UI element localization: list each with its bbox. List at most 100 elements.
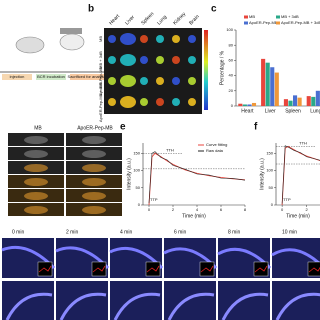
y-tick-label: 0 (271, 202, 274, 207)
vessel (113, 292, 161, 320)
organ (108, 77, 116, 85)
panel-label: c (211, 4, 217, 15)
x-tick-label: 2 (172, 207, 175, 212)
image-signal (82, 150, 106, 158)
y-tick-label: 0 (138, 202, 141, 207)
image-signal (24, 136, 48, 144)
legend-swatch (276, 15, 280, 19)
row-label: MB + 3dB (98, 51, 103, 69)
organ (108, 98, 116, 106)
inset-signal (254, 265, 268, 273)
organ (172, 56, 180, 64)
column-label: ApoER-Pep-MB (77, 125, 113, 131)
inset (307, 261, 320, 277)
annotation: TTH (299, 141, 307, 146)
image-signal (24, 150, 48, 158)
bar (238, 103, 243, 106)
y-tick-label: 150 (266, 150, 273, 155)
legend-label: MB (249, 14, 255, 19)
legend-label: ApoER-Pep-MB (249, 20, 278, 25)
bar (311, 96, 316, 106)
column-label: Brain (188, 14, 201, 27)
y-tick-label: 60 (229, 57, 234, 62)
organ (108, 56, 116, 64)
y-tick-label: 20 (229, 88, 234, 93)
bar (288, 100, 293, 106)
annotation: TTP (150, 197, 158, 202)
organ (188, 77, 196, 85)
annotation: TTP (283, 197, 291, 202)
row-label: ApoER-Pep-MB (98, 66, 103, 95)
organ (156, 56, 164, 64)
y-tick-label: 0 (231, 103, 234, 108)
organ (156, 98, 164, 106)
annotation: TTH (166, 147, 174, 152)
ultrasound-images (8, 133, 122, 216)
column-label: Kidney (172, 11, 187, 26)
y-tick-label: 150 (133, 150, 140, 155)
image-signal (82, 136, 106, 144)
organ (140, 35, 148, 43)
x-tick-label: 6 (220, 207, 223, 212)
time-label: 0 min (12, 229, 24, 235)
image-signal (24, 164, 48, 172)
time-label: 4 min (120, 229, 132, 235)
step: Sacrificed for analysis (68, 74, 107, 79)
organ (172, 98, 180, 106)
bar (242, 104, 247, 106)
column-label: Spleen (140, 11, 155, 26)
panel-label: e (120, 122, 126, 133)
organ (156, 77, 164, 85)
panel-label: f (254, 122, 258, 133)
x-axis-title: Time (min) (286, 213, 310, 219)
bar (251, 102, 257, 106)
inset-signal (38, 265, 52, 273)
bar (270, 67, 275, 106)
organ (120, 96, 136, 108)
organ (140, 56, 148, 64)
legend-label: ApoER-Pep-MB + 3dB (281, 20, 320, 25)
column-label: Lung (156, 14, 168, 26)
organ (120, 54, 136, 66)
x-tick-label: 4 (196, 207, 199, 212)
bar (274, 72, 279, 106)
column-label: MB (34, 125, 42, 131)
organ (140, 98, 148, 106)
image-signal (24, 206, 48, 214)
image-signal (24, 192, 48, 200)
x-tick-label: Spleen (285, 108, 301, 114)
legend-label: Raw data (206, 148, 224, 153)
series-line (148, 151, 246, 204)
organ (172, 35, 180, 43)
organ (188, 35, 196, 43)
x-tick-label: 0 (148, 207, 151, 212)
image-signal (82, 192, 106, 200)
vessel-images (1, 238, 320, 320)
vessel (167, 292, 215, 320)
step: injection (10, 74, 25, 79)
vessel (221, 292, 269, 320)
panel-label: b (88, 4, 94, 15)
legend-label: MB + 3dB (281, 14, 299, 19)
inset-signal (200, 265, 214, 273)
bar (293, 95, 298, 106)
organ (188, 98, 196, 106)
x-tick-label: 8 (244, 207, 247, 212)
bar (297, 97, 302, 106)
vessel (5, 292, 53, 320)
time-label: 10 min (282, 229, 297, 235)
bar (265, 62, 270, 106)
y-axis-title: Intensity (a.u.) (126, 158, 132, 190)
y-tick-label: 50 (269, 185, 274, 190)
vessel (275, 292, 320, 320)
legend-swatch (244, 21, 248, 25)
organ-images (104, 28, 208, 114)
legend-swatch (276, 21, 280, 25)
x-axis-title: Time (min) (182, 213, 206, 219)
image-signal (24, 178, 48, 186)
row-label: ApoER-Pep-MB + 3dB (98, 82, 103, 122)
x-tick-label: Lung (310, 108, 320, 114)
schematic: injection BCR incubation Sacrificed for … (0, 28, 106, 80)
y-tick-label: 50 (136, 185, 141, 190)
